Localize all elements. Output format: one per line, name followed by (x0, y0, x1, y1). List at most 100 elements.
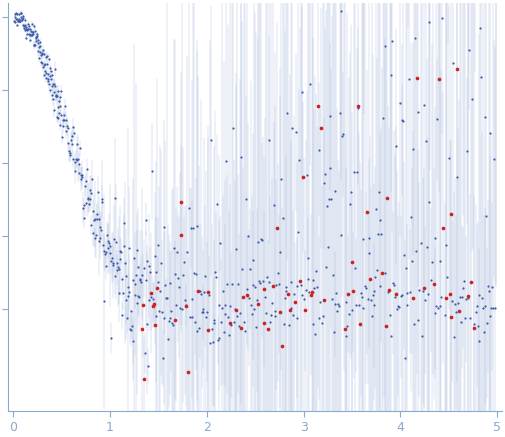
Point (189, 224, 197, 231)
Point (123, 315, 131, 322)
Point (37, 52, 45, 59)
Point (42, 69, 50, 76)
Point (154, 242, 162, 249)
Point (418, 333, 426, 340)
Point (137, 278, 145, 285)
Point (148, 295, 157, 302)
Point (269, 282, 277, 289)
Point (387, 332, 395, 339)
Point (476, 24, 484, 31)
Point (338, 133, 346, 140)
Point (369, 292, 377, 299)
Point (236, 309, 244, 316)
Point (175, 284, 183, 291)
Point (43, 70, 52, 77)
Point (431, 309, 439, 316)
Point (210, 319, 218, 326)
Point (60, 117, 68, 124)
Point (427, 276, 435, 283)
Point (39, 72, 47, 79)
Point (127, 308, 135, 315)
Point (284, 291, 292, 298)
Point (111, 273, 119, 280)
Point (278, 343, 286, 350)
Point (326, 164, 334, 171)
Point (336, 110, 344, 117)
Point (422, 137, 430, 144)
Point (290, 291, 298, 298)
Point (241, 327, 249, 334)
Point (166, 315, 174, 322)
Point (271, 313, 279, 320)
Point (432, 302, 440, 309)
Point (53, 92, 61, 99)
Point (33, 31, 41, 38)
Point (248, 257, 257, 264)
Point (71, 159, 79, 166)
Point (436, 302, 444, 309)
Point (122, 297, 130, 304)
Point (93, 210, 102, 217)
Point (465, 292, 473, 299)
Point (133, 247, 141, 254)
Point (378, 270, 386, 277)
Point (27, 31, 35, 38)
Point (166, 280, 174, 287)
Point (158, 309, 166, 316)
Point (255, 239, 263, 246)
Point (239, 294, 247, 301)
Point (88, 175, 96, 182)
Point (52, 92, 60, 99)
Point (12, 16, 20, 23)
Point (94, 188, 102, 195)
Point (10, 17, 18, 24)
Point (310, 277, 318, 284)
Point (99, 241, 107, 248)
Point (364, 295, 372, 302)
Point (201, 273, 209, 280)
Point (230, 318, 238, 325)
Point (17, 9, 25, 16)
Point (45, 81, 53, 88)
Point (281, 295, 289, 302)
Point (276, 249, 284, 256)
Point (57, 88, 65, 95)
Point (325, 196, 333, 203)
Point (195, 324, 203, 331)
Point (321, 170, 329, 177)
Point (327, 195, 335, 202)
Point (97, 226, 105, 233)
Point (480, 113, 488, 120)
Point (34, 36, 42, 43)
Point (265, 279, 273, 286)
Point (334, 301, 342, 308)
Point (347, 306, 356, 313)
Point (171, 317, 179, 324)
Point (238, 265, 246, 272)
Point (475, 338, 483, 345)
Point (95, 238, 103, 245)
Point (474, 323, 482, 329)
Point (358, 293, 366, 300)
Point (349, 288, 358, 295)
Point (250, 305, 258, 312)
Point (481, 302, 489, 309)
Point (81, 183, 89, 190)
Point (75, 160, 83, 167)
Point (17, 9, 25, 16)
Point (389, 280, 397, 287)
Point (132, 272, 140, 279)
Point (183, 249, 191, 256)
Point (428, 259, 436, 266)
Point (11, 11, 19, 18)
Point (106, 243, 114, 250)
Point (485, 288, 493, 295)
Point (351, 264, 359, 271)
Point (89, 208, 97, 215)
Point (277, 175, 285, 182)
Point (90, 216, 98, 223)
Point (26, 31, 34, 38)
Point (113, 266, 121, 273)
Point (413, 75, 421, 82)
Point (400, 252, 408, 259)
